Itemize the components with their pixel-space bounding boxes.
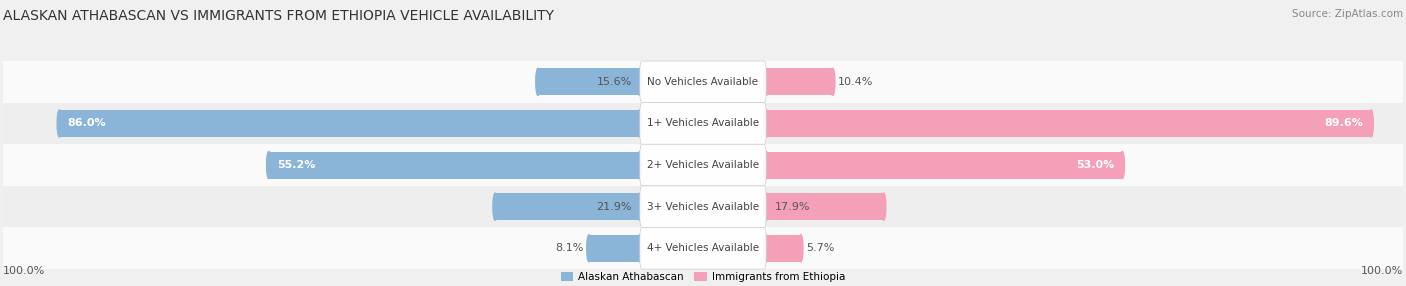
Circle shape <box>267 152 271 178</box>
Legend: Alaskan Athabascan, Immigrants from Ethiopia: Alaskan Athabascan, Immigrants from Ethi… <box>557 268 849 286</box>
Text: 53.0%: 53.0% <box>1076 160 1115 170</box>
Bar <box>3 227 1403 269</box>
Bar <box>269 152 640 178</box>
Bar <box>59 110 640 137</box>
Text: 100.0%: 100.0% <box>3 266 45 276</box>
Circle shape <box>765 152 769 178</box>
Text: 15.6%: 15.6% <box>596 77 631 87</box>
Text: 8.1%: 8.1% <box>555 243 583 253</box>
Circle shape <box>765 68 769 95</box>
Bar <box>766 68 832 95</box>
Circle shape <box>882 193 886 220</box>
Circle shape <box>637 110 641 137</box>
Bar <box>538 68 640 95</box>
Circle shape <box>765 110 769 137</box>
Circle shape <box>586 235 591 262</box>
Bar <box>495 193 640 220</box>
Circle shape <box>1121 152 1125 178</box>
Bar <box>3 103 1403 144</box>
Text: 100.0%: 100.0% <box>1361 266 1403 276</box>
Text: 10.4%: 10.4% <box>838 77 873 87</box>
Circle shape <box>536 68 540 95</box>
Circle shape <box>831 68 835 95</box>
Text: No Vehicles Available: No Vehicles Available <box>648 77 758 87</box>
Text: 2+ Vehicles Available: 2+ Vehicles Available <box>647 160 759 170</box>
Bar <box>3 144 1403 186</box>
Text: 21.9%: 21.9% <box>596 202 631 212</box>
Text: 3+ Vehicles Available: 3+ Vehicles Available <box>647 202 759 212</box>
Text: 55.2%: 55.2% <box>277 160 315 170</box>
Circle shape <box>765 235 769 262</box>
Bar <box>589 235 640 262</box>
FancyBboxPatch shape <box>640 227 766 269</box>
Circle shape <box>637 235 641 262</box>
Bar <box>3 61 1403 103</box>
Text: 5.7%: 5.7% <box>806 243 835 253</box>
Circle shape <box>58 110 62 137</box>
Circle shape <box>765 193 769 220</box>
Text: ALASKAN ATHABASCAN VS IMMIGRANTS FROM ETHIOPIA VEHICLE AVAILABILITY: ALASKAN ATHABASCAN VS IMMIGRANTS FROM ET… <box>3 9 554 23</box>
Bar <box>766 110 1371 137</box>
FancyBboxPatch shape <box>640 186 766 227</box>
Bar <box>766 235 801 262</box>
FancyBboxPatch shape <box>640 144 766 186</box>
Circle shape <box>799 235 803 262</box>
Text: 89.6%: 89.6% <box>1324 118 1362 128</box>
Text: 17.9%: 17.9% <box>775 202 810 212</box>
Bar <box>3 186 1403 227</box>
Bar <box>766 152 1122 178</box>
Circle shape <box>637 193 641 220</box>
Bar <box>766 193 883 220</box>
Text: 4+ Vehicles Available: 4+ Vehicles Available <box>647 243 759 253</box>
Text: Source: ZipAtlas.com: Source: ZipAtlas.com <box>1292 9 1403 19</box>
Circle shape <box>637 152 641 178</box>
FancyBboxPatch shape <box>640 103 766 144</box>
Circle shape <box>494 193 498 220</box>
FancyBboxPatch shape <box>640 61 766 103</box>
Circle shape <box>1369 110 1374 137</box>
Text: 1+ Vehicles Available: 1+ Vehicles Available <box>647 118 759 128</box>
Circle shape <box>637 68 641 95</box>
Text: 86.0%: 86.0% <box>67 118 105 128</box>
